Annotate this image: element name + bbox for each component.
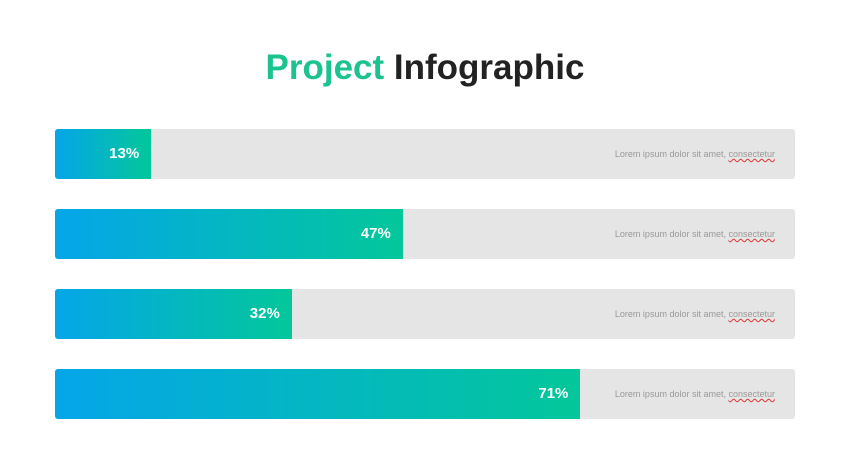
bar-description: Lorem ipsum dolor sit amet, consectetur	[615, 209, 775, 259]
bar-track: Lorem ipsum dolor sit amet, consectetur …	[55, 289, 795, 339]
description-text: Lorem ipsum dolor sit amet,	[614, 229, 729, 239]
bar-value-label: 71%	[538, 385, 569, 402]
bar-fill: 13%	[55, 129, 152, 179]
bar-fill: 32%	[55, 289, 292, 339]
description-text-misspelled: consectetur	[728, 149, 775, 159]
bar-track: Lorem ipsum dolor sit amet, consectetur …	[55, 369, 795, 419]
description-text: Lorem ipsum dolor sit amet,	[614, 389, 729, 399]
bar-description: Lorem ipsum dolor sit amet, consectetur	[615, 289, 775, 339]
description-text: Lorem ipsum dolor sit amet,	[614, 309, 729, 319]
description-text: Lorem ipsum dolor sit amet,	[614, 149, 729, 159]
bar-description: Lorem ipsum dolor sit amet, consectetur	[615, 129, 775, 179]
description-text-misspelled: consectetur	[728, 389, 775, 399]
bar-value-label: 32%	[249, 305, 280, 322]
bar-value-label: 47%	[360, 225, 391, 242]
bar-fill: 71%	[55, 369, 581, 419]
title-accent: Project	[265, 48, 385, 87]
page-title: Project Infographic	[0, 48, 850, 88]
bar-value-label: 13%	[109, 145, 140, 162]
bar-track: Lorem ipsum dolor sit amet, consectetur …	[55, 209, 795, 259]
bar-description: Lorem ipsum dolor sit amet, consectetur	[615, 369, 775, 419]
description-text-misspelled: consectetur	[728, 229, 775, 239]
description-text-misspelled: consectetur	[728, 309, 775, 319]
bar-track: Lorem ipsum dolor sit amet, consectetur …	[55, 129, 795, 179]
bar-fill: 47%	[55, 209, 403, 259]
title-main: Infographic	[393, 48, 585, 87]
